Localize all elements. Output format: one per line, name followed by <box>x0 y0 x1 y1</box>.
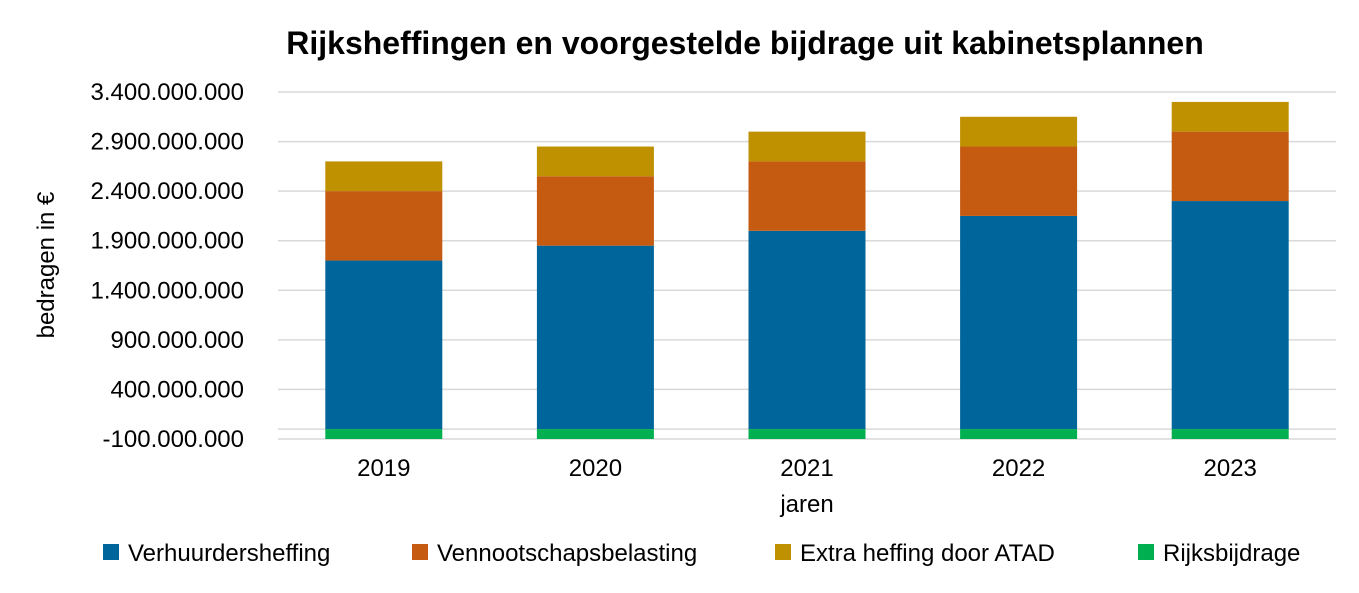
bar-segment-rijksbijdrage-2019 <box>325 429 443 439</box>
legend-swatch <box>775 544 791 560</box>
y-tick-label: 3.400.000.000 <box>91 79 244 106</box>
y-tick-label: 1.900.000.000 <box>91 228 244 255</box>
legend-swatch <box>412 544 428 560</box>
y-tick-label: 2.400.000.000 <box>91 178 244 205</box>
y-tick-label: 2.900.000.000 <box>91 129 244 156</box>
legend-label: Vennootschapsbelasting <box>437 540 697 567</box>
legend-label: Extra heffing door ATAD <box>800 540 1055 567</box>
y-tick-label: 900.000.000 <box>111 327 244 354</box>
legend-swatch <box>1138 544 1154 560</box>
legend-swatch <box>103 544 119 560</box>
bar-segment-verhuurdersheffing-2021 <box>748 230 866 430</box>
bar-segment-vennootschapsbelasting-2021 <box>748 161 866 231</box>
bar-segment-rijksbijdrage-2021 <box>748 429 866 439</box>
x-axis-ticks: 2019 2020 2021 2022 2023 <box>357 455 1257 482</box>
bar-segment-extra-heffing-door-atad-2022 <box>960 116 1078 147</box>
legend-item: Vennootschapsbelasting <box>412 540 697 567</box>
y-axis-title: bedragen in € <box>33 191 60 338</box>
x-axis-title: jaren <box>779 491 833 518</box>
bar-segment-rijksbijdrage-2023 <box>1171 429 1289 439</box>
bar-segment-extra-heffing-door-atad-2023 <box>1171 101 1289 132</box>
bar-segment-extra-heffing-door-atad-2021 <box>748 131 866 162</box>
bar-segment-verhuurdersheffing-2022 <box>960 215 1078 430</box>
legend-item: Extra heffing door ATAD <box>775 540 1055 567</box>
y-tick-label: -100.000.000 <box>103 426 244 453</box>
x-tick-label: 2021 <box>780 455 833 482</box>
x-tick-label: 2020 <box>569 455 622 482</box>
y-tick-label: 400.000.000 <box>111 376 244 403</box>
bar-segment-verhuurdersheffing-2023 <box>1171 201 1289 430</box>
bars <box>325 101 1289 439</box>
y-tick-label: 1.400.000.000 <box>91 277 244 304</box>
bar-segment-vennootschapsbelasting-2022 <box>960 146 1078 216</box>
bar-segment-extra-heffing-door-atad-2020 <box>536 146 654 177</box>
bar-segment-vennootschapsbelasting-2019 <box>325 191 443 261</box>
y-axis-ticks: -100.000.000 400.000.000 900.000.000 1.400.… <box>91 79 244 453</box>
legend-label: Verhuurdersheffing <box>128 540 330 567</box>
x-tick-label: 2023 <box>1204 455 1257 482</box>
legend-label: Rijksbijdrage <box>1163 540 1300 567</box>
legend-item: Verhuurdersheffing <box>103 540 330 567</box>
legend: Verhuurdersheffing Vennootschapsbelasting… <box>103 540 1300 567</box>
chart-title: Rijksheffingen en voorgestelde bijdrage … <box>286 25 1204 61</box>
x-tick-label: 2022 <box>992 455 1045 482</box>
bar-segment-verhuurdersheffing-2020 <box>536 245 654 430</box>
bar-segment-verhuurdersheffing-2019 <box>325 260 443 430</box>
bar-segment-extra-heffing-door-atad-2019 <box>325 161 443 192</box>
legend-item: Rijksbijdrage <box>1138 540 1300 567</box>
bar-segment-rijksbijdrage-2020 <box>536 429 654 439</box>
bar-segment-vennootschapsbelasting-2023 <box>1171 131 1289 202</box>
x-tick-label: 2019 <box>357 455 410 482</box>
bar-segment-rijksbijdrage-2022 <box>960 429 1078 439</box>
bar-segment-vennootschapsbelasting-2020 <box>536 176 654 246</box>
